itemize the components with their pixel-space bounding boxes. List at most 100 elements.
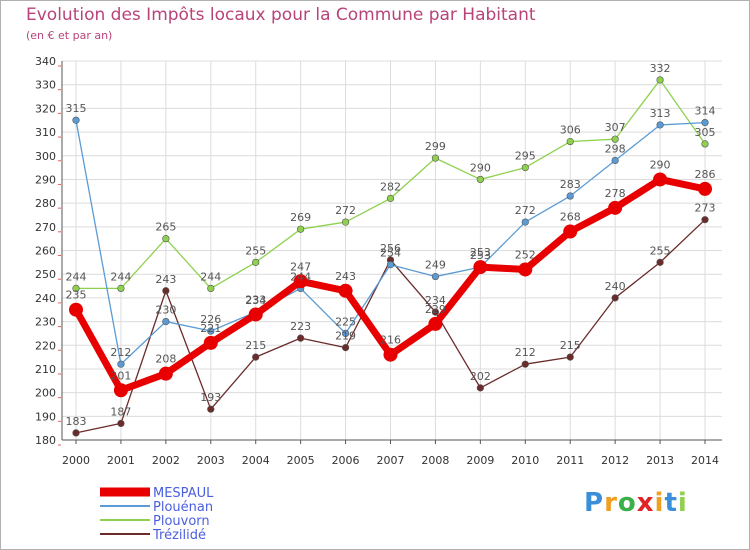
data-label: 223	[290, 320, 311, 333]
data-label: 332	[650, 62, 671, 75]
logo-letter: x	[636, 488, 655, 518]
data-point	[72, 429, 80, 437]
data-label: 298	[605, 142, 626, 155]
logo-letter: P	[584, 488, 605, 518]
data-point	[252, 353, 260, 361]
y-tick-label: 310	[35, 126, 56, 139]
y-tick-label: 330	[35, 79, 56, 92]
y-tick-label: 200	[35, 387, 56, 400]
data-point	[566, 192, 574, 200]
data-point	[521, 360, 529, 368]
data-label: 313	[650, 107, 671, 120]
y-tick-label: 280	[35, 197, 56, 210]
data-point	[162, 317, 170, 326]
x-tick-label: 2008	[421, 454, 449, 467]
logo-letter: i	[677, 488, 688, 518]
x-tick-label: 2014	[691, 454, 719, 467]
data-point	[386, 194, 395, 202]
data-point	[566, 353, 574, 361]
data-label: 243	[155, 273, 176, 286]
data-label: 226	[200, 313, 221, 326]
data-label: 216	[380, 334, 401, 347]
data-label: 240	[605, 280, 626, 293]
data-label: 273	[695, 202, 716, 215]
series-layer	[69, 76, 712, 437]
data-point	[341, 218, 350, 226]
data-label: 193	[200, 391, 221, 404]
data-label: 221	[200, 322, 221, 335]
data-point	[69, 302, 83, 317]
data-point	[608, 200, 623, 215]
legend-label: Trézilidé	[152, 528, 206, 543]
data-label: 202	[470, 370, 491, 383]
data-label: 230	[155, 304, 176, 317]
data-label: 253	[470, 249, 491, 262]
data-point	[293, 274, 308, 289]
data-label: 244	[110, 270, 131, 283]
x-tick-label: 2005	[287, 454, 315, 467]
data-label: 215	[245, 339, 266, 352]
data-point	[297, 225, 305, 233]
axes: 180 190 200 210 220 230 240 250 260 270 280 290 300 3…	[35, 55, 722, 467]
data-label: 187	[110, 405, 131, 418]
data-label: 290	[470, 161, 491, 174]
x-tick-label: 2000	[62, 454, 90, 467]
data-label: 208	[155, 353, 176, 366]
data-point	[341, 329, 350, 338]
data-point	[162, 287, 170, 295]
data-point	[476, 175, 484, 184]
y-tick-label: 340	[35, 55, 56, 68]
x-tick-label: 2004	[242, 454, 270, 467]
data-point	[701, 118, 709, 127]
data-label: 225	[335, 315, 356, 328]
data-label: 286	[695, 168, 716, 181]
data-label: 247	[290, 260, 311, 273]
data-label: 183	[66, 415, 87, 428]
data-label: 256	[380, 242, 401, 255]
proxiti-logo: Proxiti	[584, 488, 688, 518]
data-label: 234	[245, 294, 266, 307]
data-point	[113, 383, 128, 398]
data-point	[431, 272, 440, 281]
x-tick-label: 2012	[601, 454, 629, 467]
y-tick-label: 230	[35, 316, 56, 329]
data-label: 295	[515, 150, 536, 163]
y-tick-label: 270	[35, 221, 56, 234]
data-label: 249	[425, 259, 446, 272]
chart-title: Evolution des Impôts locaux pour la Comm…	[26, 5, 536, 25]
legend-label: Plouvorn	[153, 514, 210, 529]
data-point	[162, 235, 170, 243]
y-tick-label: 300	[35, 150, 56, 163]
data-point	[473, 260, 488, 275]
y-tick-label: 220	[35, 339, 56, 352]
data-label: 282	[380, 180, 401, 193]
data-label: 265	[155, 221, 176, 234]
data-point	[701, 216, 709, 224]
data-label: 234	[425, 294, 446, 307]
y-tick-label: 240	[35, 292, 56, 305]
data-point	[518, 262, 533, 277]
x-tick-label: 2011	[556, 454, 584, 467]
y-tick-label: 320	[35, 102, 56, 115]
data-point	[428, 316, 443, 331]
data-label: 272	[515, 204, 536, 217]
data-label: 305	[695, 126, 716, 139]
data-label: 268	[560, 211, 581, 224]
logo-letter: i	[654, 488, 665, 518]
y-tick-label: 180	[35, 434, 56, 447]
data-label: 244	[200, 270, 221, 283]
data-label: 235	[66, 289, 87, 302]
data-label: 215	[560, 339, 581, 352]
data-label: 212	[110, 346, 131, 359]
data-point	[611, 135, 619, 143]
legend-label: Plouénan	[153, 500, 213, 515]
data-point	[248, 307, 263, 322]
data-label: 299	[425, 140, 446, 153]
data-label: 252	[515, 248, 536, 261]
data-label: 283	[560, 178, 581, 191]
x-tick-label: 2007	[377, 454, 405, 467]
x-tick-label: 2003	[197, 454, 225, 467]
data-label: 278	[605, 187, 626, 200]
